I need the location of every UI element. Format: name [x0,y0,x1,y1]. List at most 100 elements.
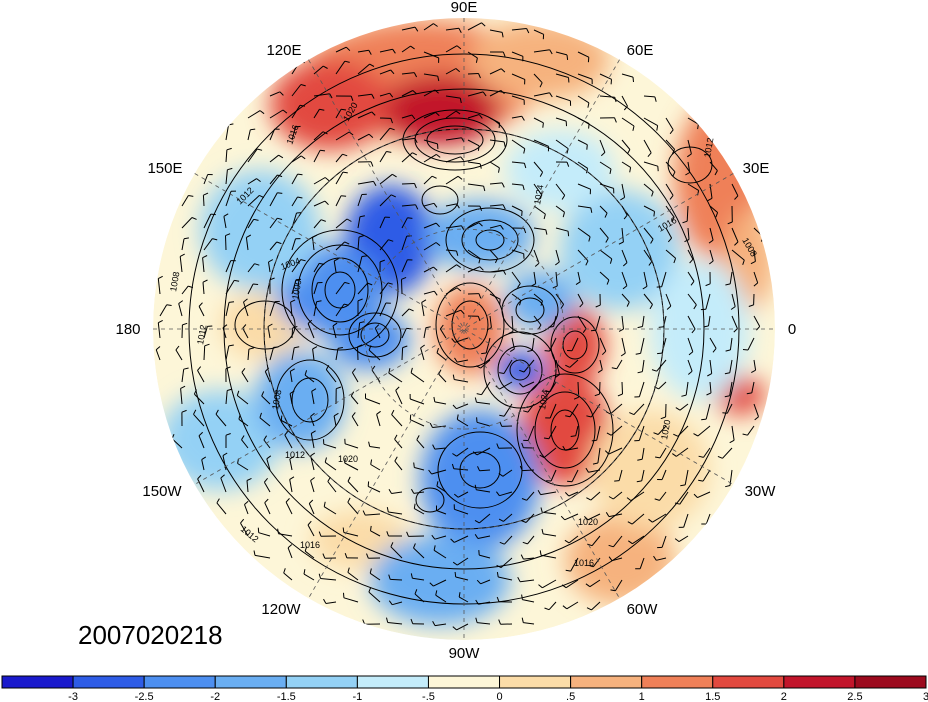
wind-barb-flag [609,168,612,174]
wind-barb-flag [155,346,161,351]
wind-barb-flag [479,163,482,169]
wind-barb [661,535,667,548]
wind-barb-flag [429,422,433,428]
contour-label: 1000 [290,279,303,300]
wind-barb-flag [392,173,397,178]
wind-barb-flag [295,125,301,128]
wind-barb-flag [257,148,263,151]
wind-barb-flag [294,346,300,349]
wind-barb [533,117,544,124]
wind-barb-flag [605,512,610,517]
wind-barb-flag [479,205,483,211]
wind-barb-flag [707,197,713,202]
wind-barb [225,169,228,185]
wind-barb [533,92,550,97]
wind-barb [729,337,733,350]
wind-barb-flag [656,125,659,131]
wind-barb-flag [179,253,185,257]
wind-barb [643,95,655,98]
wind-barb [414,467,425,471]
wind-barb-flag [432,444,436,450]
wind-barb [489,182,503,185]
wind-barb [577,271,581,282]
wind-barb-flag [725,283,731,286]
wind-barb [555,359,560,375]
wind-barb [489,249,498,259]
wind-barb-flag [502,51,506,57]
wind-barb [401,183,415,185]
wind-barb-flag [727,221,733,225]
wind-barb-flag [370,161,374,167]
wind-barb-flag [499,421,503,427]
wind-barb [638,425,645,441]
wind-barb [489,139,505,143]
wind-barb-flag [523,410,529,413]
wind-barb-flag [521,520,527,523]
wind-barb [457,418,469,427]
wind-barb [533,227,546,231]
wind-barb-flag [201,456,207,461]
wind-barb [401,347,404,361]
wind-barb-flag [642,285,648,290]
wind-barb [656,359,667,372]
wind-barb [357,180,374,185]
wind-barb-flag [408,308,414,312]
wind-barb-flag [402,345,408,349]
wind-barb-flag [626,301,630,307]
wind-barb-flag [750,260,756,265]
wind-barb-flag [337,347,343,349]
wind-barb [597,447,601,464]
wind-barb-flag [394,456,398,462]
wind-barb [365,398,381,405]
wind-barb-flag [183,367,189,370]
wind-barb [390,546,403,559]
wind-barb [392,601,403,606]
wind-barb [571,337,579,352]
wind-barb [641,447,645,460]
wind-barb-flag [481,352,487,355]
wind-barb [659,491,667,501]
wind-barb [269,128,276,141]
wind-barb-flag [370,525,372,531]
wind-barb-flag [421,299,427,303]
wind-barb-flag [561,584,567,589]
wind-barb-flag [425,326,431,329]
wind-barb [357,111,372,119]
wind-barb-flag [193,389,197,395]
wind-barb-flag [412,152,418,156]
wind-barb-flag [342,171,348,174]
wind-barb [423,242,437,251]
wind-barb-flag [319,262,325,265]
wind-barb [599,227,609,239]
colorbar-swatch [285,675,358,689]
wind-barb-flag [628,540,633,545]
wind-barb [401,26,416,31]
wind-barb [608,513,623,518]
wind-barb [621,315,624,330]
wind-barb [481,381,491,395]
wind-barb-flag [439,324,444,330]
wind-barb [431,469,447,475]
wind-barb [489,224,501,229]
wind-barb [526,491,535,501]
wind-barb-flag [394,434,398,440]
wind-barb-flag [386,617,389,623]
wind-barb-flag [410,488,415,494]
wind-barb [477,622,491,625]
wind-barb [621,95,628,107]
wind-barb-flag [277,192,283,194]
wind-barb-flag [478,73,481,79]
wind-barb [335,131,350,141]
wind-barb [379,127,391,141]
wind-barb-flag [539,454,545,459]
wind-barb-flag [188,195,194,197]
wind-barb-flag [285,498,290,503]
wind-barb [679,491,689,505]
wind-barb [243,301,249,317]
wind-barb [247,195,260,207]
wind-barb-flag [586,168,589,174]
wind-barb [658,381,667,390]
wind-barb [467,73,479,75]
wind-barb [731,249,745,261]
wind-barb [241,439,249,449]
